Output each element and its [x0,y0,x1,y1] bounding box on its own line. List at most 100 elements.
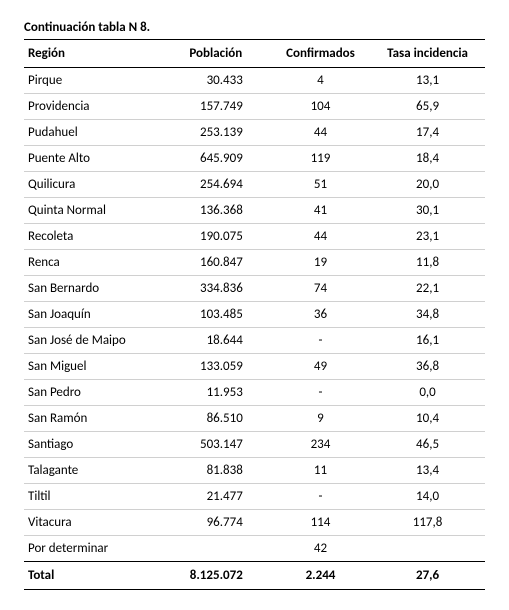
total-poblacion: 8.125.072 [161,562,271,590]
cell-poblacion: 30.433 [161,68,271,94]
table-row: San Bernardo334.8367422,1 [24,276,485,302]
cell-region: Santiago [24,432,161,458]
cell-region: San Joaquín [24,302,161,328]
table-row: San Pedro11.953-0,0 [24,380,485,406]
cell-poblacion: 103.485 [161,302,271,328]
cell-tasa: 11,8 [370,250,485,276]
cell-tasa: 117,8 [370,510,485,536]
cell-confirmados: 4 [271,68,370,94]
table-row: Renca160.8471911,8 [24,250,485,276]
cell-poblacion: 503.147 [161,432,271,458]
cell-confirmados: 74 [271,276,370,302]
cell-poblacion: 254.694 [161,172,271,198]
table-row: San Ramón86.510910,4 [24,406,485,432]
total-label: Total [24,562,161,590]
cell-region: San Miguel [24,354,161,380]
cell-confirmados: 234 [271,432,370,458]
cell-confirmados: 36 [271,302,370,328]
table-row: San José de Maipo18.644-16,1 [24,328,485,354]
col-header-confirmados: Confirmados [271,40,370,68]
cell-region: Quilicura [24,172,161,198]
cell-poblacion: 11.953 [161,380,271,406]
cell-poblacion: 96.774 [161,510,271,536]
cell-tasa: 30,1 [370,198,485,224]
cell-region: Por determinar [24,536,161,562]
total-row: Total 8.125.072 2.244 27,6 [24,562,485,590]
table-row: Por determinar 42 [24,536,485,562]
table-row: Quinta Normal136.3684130,1 [24,198,485,224]
cell-region: San José de Maipo [24,328,161,354]
cell-region: San Ramón [24,406,161,432]
table-row: Quilicura254.6945120,0 [24,172,485,198]
cell-poblacion: 190.075 [161,224,271,250]
cell-tasa: 23,1 [370,224,485,250]
table-row: Vitacura96.774114117,8 [24,510,485,536]
cell-poblacion: 334.836 [161,276,271,302]
table-row: Puente Alto645.90911918,4 [24,146,485,172]
cell-tasa [370,536,485,562]
col-header-poblacion: Población [161,40,271,68]
col-header-region: Región [24,40,161,68]
cell-poblacion: 18.644 [161,328,271,354]
cell-region: Talagante [24,458,161,484]
cell-confirmados: - [271,380,370,406]
cell-tasa: 13,1 [370,68,485,94]
table-row: San Miguel133.0594936,8 [24,354,485,380]
cell-confirmados: - [271,328,370,354]
data-table: Región Población Confirmados Tasa incide… [24,39,485,590]
cell-region: Recoleta [24,224,161,250]
cell-confirmados: 114 [271,510,370,536]
cell-region: San Bernardo [24,276,161,302]
table-row: San Joaquín103.4853634,8 [24,302,485,328]
cell-confirmados: 49 [271,354,370,380]
cell-poblacion [161,536,271,562]
cell-poblacion: 645.909 [161,146,271,172]
cell-tasa: 65,9 [370,94,485,120]
cell-tasa: 0,0 [370,380,485,406]
cell-region: Tiltil [24,484,161,510]
cell-poblacion: 86.510 [161,406,271,432]
cell-tasa: 10,4 [370,406,485,432]
cell-poblacion: 160.847 [161,250,271,276]
cell-poblacion: 21.477 [161,484,271,510]
cell-region: Quinta Normal [24,198,161,224]
cell-confirmados: 51 [271,172,370,198]
table-row: Tiltil21.477-14,0 [24,484,485,510]
cell-confirmados: 42 [271,536,370,562]
cell-confirmados: 41 [271,198,370,224]
total-confirmados: 2.244 [271,562,370,590]
cell-confirmados: - [271,484,370,510]
cell-tasa: 18,4 [370,146,485,172]
col-header-tasa: Tasa incidencia [370,40,485,68]
table-caption: Continuación tabla N 8. [24,20,485,39]
cell-poblacion: 81.838 [161,458,271,484]
cell-confirmados: 11 [271,458,370,484]
cell-region: Vitacura [24,510,161,536]
cell-tasa: 13,4 [370,458,485,484]
cell-region: Renca [24,250,161,276]
cell-tasa: 20,0 [370,172,485,198]
cell-confirmados: 44 [271,224,370,250]
cell-region: San Pedro [24,380,161,406]
cell-region: Pudahuel [24,120,161,146]
cell-tasa: 46,5 [370,432,485,458]
cell-tasa: 22,1 [370,276,485,302]
table-row: Santiago503.14723446,5 [24,432,485,458]
cell-region: Providencia [24,94,161,120]
table-row: Talagante81.8381113,4 [24,458,485,484]
cell-tasa: 14,0 [370,484,485,510]
cell-confirmados: 104 [271,94,370,120]
cell-confirmados: 19 [271,250,370,276]
cell-poblacion: 157.749 [161,94,271,120]
cell-tasa: 34,8 [370,302,485,328]
cell-confirmados: 9 [271,406,370,432]
cell-confirmados: 44 [271,120,370,146]
cell-tasa: 16,1 [370,328,485,354]
table-row: Pirque30.433413,1 [24,68,485,94]
table-row: Recoleta190.0754423,1 [24,224,485,250]
cell-confirmados: 119 [271,146,370,172]
table-row: Providencia157.74910465,9 [24,94,485,120]
cell-tasa: 36,8 [370,354,485,380]
cell-tasa: 17,4 [370,120,485,146]
cell-poblacion: 133.059 [161,354,271,380]
